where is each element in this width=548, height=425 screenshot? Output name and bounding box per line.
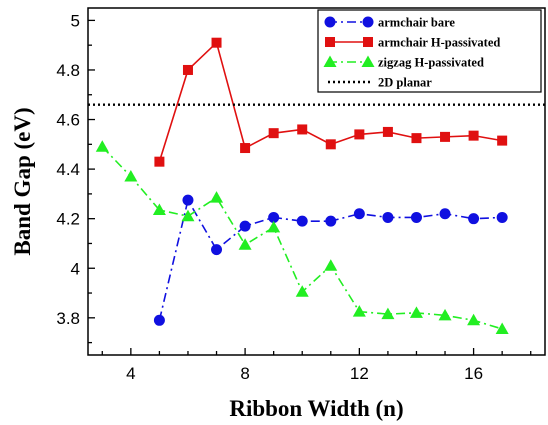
zigzag-h-passivated-point [295,285,309,297]
armchair-bare-point [353,208,365,220]
legend-marker-armchair-bare [324,16,336,28]
y-tick-label: 4.8 [56,61,80,80]
armchair-bare-point [468,213,480,225]
armchair-bare-point [182,194,194,206]
zigzag-h-passivated-point [409,306,423,318]
legend-label-2d-planar: 2D planar [378,76,432,90]
armchair-h-passivated-point [182,64,193,75]
zigzag-h-passivated-point [152,203,166,216]
zigzag-h-passivated-point [181,209,195,222]
x-axis-title: Ribbon Width (n) [229,396,403,421]
armchair-h-passivated-point [411,133,422,144]
armchair-bare-point [496,211,508,223]
plot-frame [87,7,546,356]
legend-label-armchair-h-passivated: armchair H-passivated [378,36,500,50]
legend-marker-armchair-bare [362,16,374,28]
zigzag-h-passivated-point [95,140,109,152]
armchair-h-passivated-point [297,124,308,135]
legend-label-zigzag-h-passivated: zigzag H-passivated [378,56,484,70]
armchair-bare-point [153,314,165,326]
x-tick-label: 12 [350,364,369,383]
y-tick-label: 5 [71,11,80,30]
armchair-bare-point [296,215,308,227]
y-tick-label: 4 [71,259,80,278]
armchair-h-passivated-point [325,139,336,150]
armchair-h-passivated-point [382,126,393,137]
x-tick-label: 4 [126,364,135,383]
series-layer [88,37,545,334]
legend-marker-zigzag-h-passivated [361,55,375,67]
zigzag-h-passivated-point [124,170,138,182]
zigzag-h-passivated-point [352,305,366,317]
armchair-h-passivated-point [211,37,222,48]
y-tick-label: 4.2 [56,210,80,229]
legend-marker-zigzag-h-passivated [323,55,337,67]
x-tick-label: 8 [240,364,249,383]
armchair-bare-point [239,220,251,232]
armchair-bare-point [211,244,223,256]
armchair-bare-point [439,208,451,220]
armchair-bare-point [382,211,394,223]
armchair-bare-point [410,211,422,223]
axis-ticks: 4 8 12 16 3.8 4 4.2 4.4 4.6 4.8 5 [56,11,532,383]
y-tick-label: 3.8 [56,309,80,328]
armchair-h-passivated-point [440,131,451,142]
zigzag-h-passivated-point [210,191,224,203]
zigzag-h-passivated-point [467,313,481,326]
armchair-bare-point [268,211,280,223]
armchair-h-passivated-point [154,156,165,167]
armchair-bare-point [325,215,337,227]
armchair-h-passivated-point [497,135,508,146]
y-tick-label: 4.6 [56,111,80,130]
armchair-h-passivated-point [354,129,365,140]
armchair-h-passivated-point [268,128,279,139]
legend-box [317,9,542,93]
y-tick-label: 4.4 [56,160,80,179]
x-tick-label: 16 [464,364,483,383]
legend-label-armchair-bare: armchair bare [378,16,455,30]
legend-marker-armchair-h-passivated [363,37,373,47]
zigzag-h-passivated-point [238,238,252,250]
legend: armchair bare armchair H-passivated zigzag… [317,9,542,93]
zigzag-h-passivated-point [495,322,509,334]
zigzag-h-passivated-point [267,220,281,233]
zigzag-h-passivated-point [438,308,452,321]
legend-marker-armchair-h-passivated [325,37,335,47]
zigzag-h-passivated-point [324,259,338,271]
zigzag-h-passivated-point [381,307,395,320]
y-axis-title: Band Gap (eV) [10,107,35,255]
armchair-h-passivated-point [240,143,251,154]
armchair-h-passivated-point [468,130,479,141]
